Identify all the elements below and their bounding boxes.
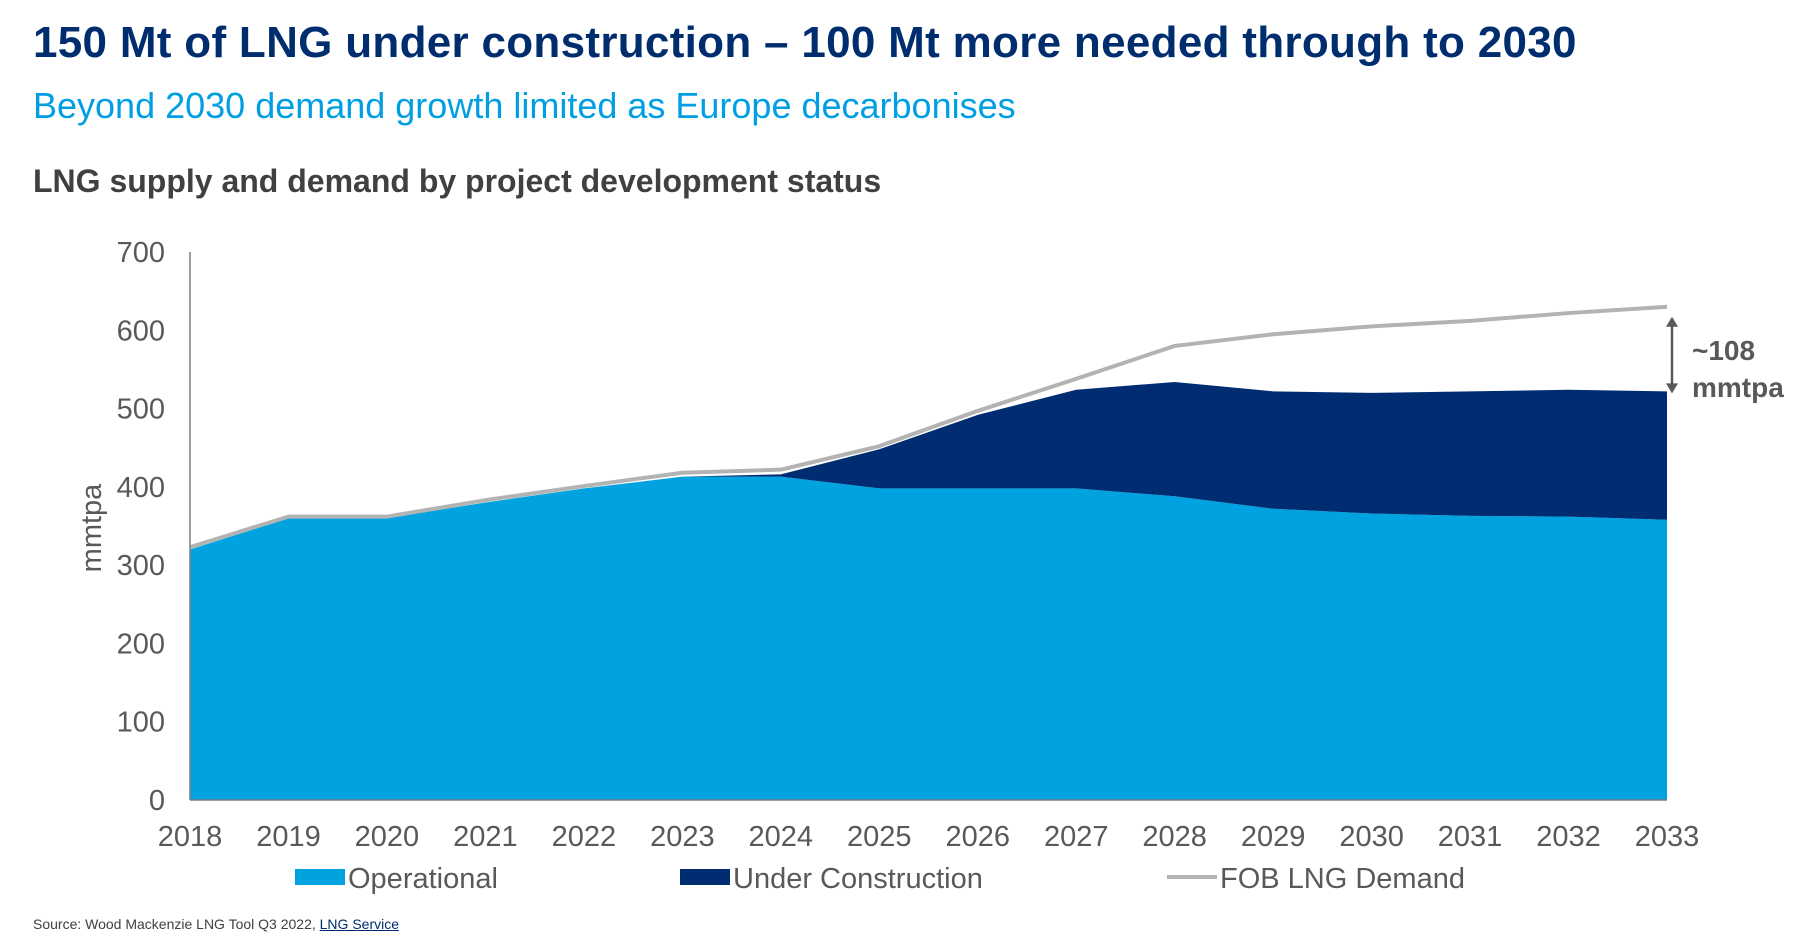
area-under-construction <box>190 381 1667 550</box>
x-tick-label: 2032 <box>1536 821 1601 853</box>
legend-under-construction-label: Under Construction <box>733 863 983 895</box>
x-tick-label: 2021 <box>453 821 518 853</box>
chart-axis-labels: 0 100 200 300 400 500 600 700 2018 2019 2020 2021 20… <box>76 237 1699 853</box>
y-tick-label: 0 <box>149 785 165 817</box>
title: 150 Mt of LNG under construction – 100 M… <box>33 18 1577 67</box>
y-tick-label: 700 <box>117 237 165 269</box>
x-tick-label: 2020 <box>355 821 420 853</box>
source-link[interactable]: LNG Service <box>319 916 399 932</box>
annotation-value-label: ~108 <box>1692 335 1755 366</box>
x-tick-label: 2028 <box>1142 821 1207 853</box>
y-tick-label: 600 <box>117 315 165 347</box>
legend-operational-label: Operational <box>348 863 498 895</box>
x-tick-label: 2026 <box>945 821 1010 853</box>
x-tick-label: 2018 <box>158 821 223 853</box>
y-axis-title: mmtpa <box>76 483 108 573</box>
y-tick-label: 200 <box>117 628 165 660</box>
legend-fob-lng-demand-label: FOB LNG Demand <box>1220 863 1465 895</box>
y-tick-label: 500 <box>117 394 165 426</box>
subtitle: Beyond 2030 demand growth limited as Eur… <box>33 85 1016 126</box>
source-prefix: Source: Wood Mackenzie LNG Tool Q3 2022, <box>33 916 316 932</box>
chart-annotation: ~108 mmtpa <box>1666 316 1784 403</box>
x-tick-label: 2019 <box>256 821 321 853</box>
x-tick-label: 2027 <box>1044 821 1109 853</box>
legend-under-construction-swatch <box>680 869 730 885</box>
annotation-unit-label: mmtpa <box>1692 372 1784 403</box>
annotation-arrow-head-down <box>1666 383 1678 394</box>
y-tick-label: 300 <box>117 550 165 582</box>
x-tick-label: 2033 <box>1635 821 1700 853</box>
x-tick-label: 2031 <box>1438 821 1503 853</box>
chart-axes <box>189 252 1667 801</box>
x-tick-label: 2029 <box>1241 821 1306 853</box>
y-tick-label: 400 <box>117 472 165 504</box>
x-tick-label: 2030 <box>1339 821 1404 853</box>
chart-title: LNG supply and demand by project develop… <box>33 163 882 199</box>
x-tick-label: 2022 <box>552 821 617 853</box>
area-operational <box>190 476 1667 800</box>
x-tick-label: 2023 <box>650 821 715 853</box>
source-note: Source: Wood Mackenzie LNG Tool Q3 2022,… <box>33 916 399 932</box>
chart-areas <box>190 381 1667 800</box>
chart-legend: Operational Under Construction FOB LNG Dem… <box>295 863 1465 895</box>
chart-demand-line-group <box>189 304 1668 550</box>
annotation-arrow-head-up <box>1666 316 1678 327</box>
x-tick-label: 2024 <box>749 821 814 853</box>
y-tick-label: 100 <box>117 707 165 739</box>
x-tick-label: 2025 <box>847 821 912 853</box>
legend-operational-swatch <box>295 869 345 885</box>
line-fob-lng-demand <box>189 304 1668 550</box>
